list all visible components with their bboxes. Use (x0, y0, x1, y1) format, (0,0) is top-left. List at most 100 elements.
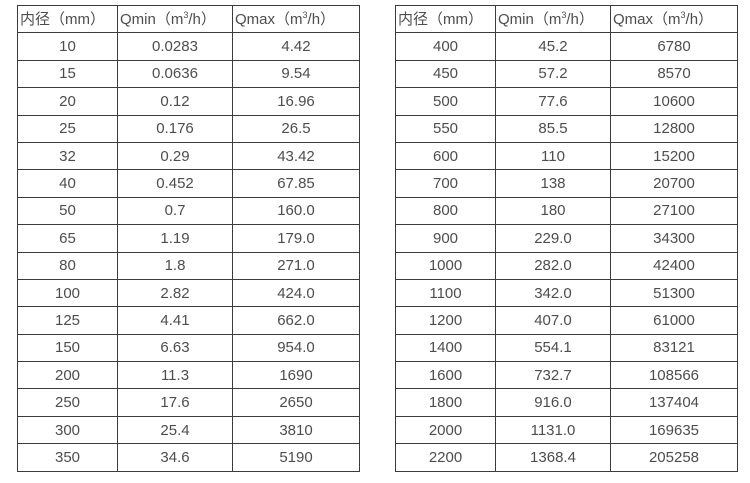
table-row: 100 2.82 424.0 (17, 278, 360, 308)
cell-qmax: 20700 (610, 169, 738, 198)
table-row: 500 77.6 10600 (395, 87, 738, 116)
cell-qmax: 137404 (610, 388, 738, 417)
cell-inner-diameter: 1800 (395, 388, 496, 417)
cell-qmax: 108566 (610, 361, 738, 390)
cell-qmin: 45.2 (495, 32, 611, 61)
cell-qmax: 160.0 (232, 196, 360, 226)
header-inner-diameter: 内径（mm） (17, 4, 118, 34)
superscript-3: 3 (561, 9, 567, 20)
header-qmin-text: Qmin（m (498, 10, 562, 28)
cell-inner-diameter: 300 (17, 415, 118, 445)
cell-inner-diameter: 900 (395, 224, 496, 253)
cell-qmax: 26.5 (232, 114, 360, 143)
table-row: 25 0.176 26.5 (17, 114, 360, 143)
cell-inner-diameter: 200 (17, 361, 118, 390)
cell-qmin: 282.0 (495, 251, 611, 280)
cell-qmin: 110 (495, 141, 611, 171)
header-qmax-text: Qmax（m (613, 10, 681, 28)
cell-inner-diameter: 1200 (395, 306, 496, 335)
cell-qmax: 51300 (610, 278, 738, 308)
cell-qmax: 67.85 (232, 169, 360, 198)
header-qmin-unit: /h） (188, 10, 216, 28)
cell-qmax: 1690 (232, 361, 360, 390)
cell-qmin: 0.12 (117, 87, 233, 116)
table-row: 250 17.6 2650 (17, 388, 360, 417)
superscript-3: 3 (302, 9, 308, 20)
cell-inner-diameter: 20 (17, 87, 118, 116)
cell-inner-diameter: 350 (17, 443, 118, 472)
table-row: 1600 732.7 108566 (395, 361, 738, 390)
cell-qmin: 138 (495, 169, 611, 198)
cell-inner-diameter: 800 (395, 196, 496, 226)
cell-inner-diameter: 1600 (395, 361, 496, 390)
cell-qmin: 229.0 (495, 224, 611, 253)
cell-inner-diameter: 25 (17, 114, 118, 143)
table-row: 200 11.3 1690 (17, 361, 360, 390)
cell-qmin: 916.0 (495, 388, 611, 417)
cell-qmax: 12800 (610, 114, 738, 143)
table-row: 20 0.12 16.96 (17, 87, 360, 116)
cell-qmin: 342.0 (495, 278, 611, 308)
cell-inner-diameter: 550 (395, 114, 496, 143)
cell-inner-diameter: 600 (395, 141, 496, 171)
cell-qmin: 1.19 (117, 224, 233, 253)
cell-qmin: 34.6 (117, 443, 233, 472)
superscript-3: 3 (183, 9, 189, 20)
flow-table-large-diameters: 内径（mm） Qmin（m3/h） Qmax（m3/h） 400 45.2 6780… (395, 4, 738, 472)
cell-inner-diameter: 1400 (395, 333, 496, 363)
table-row: 125 4.41 662.0 (17, 306, 360, 335)
table-header: 内径（mm） Qmin（m3/h） Qmax（m3/h） (395, 4, 738, 34)
cell-qmax: 61000 (610, 306, 738, 335)
cell-qmin: 0.176 (117, 114, 233, 143)
cell-qmin: 6.63 (117, 333, 233, 363)
cell-qmin: 1131.0 (495, 415, 611, 445)
cell-qmin: 1.8 (117, 251, 233, 280)
cell-qmax: 662.0 (232, 306, 360, 335)
cell-qmax: 424.0 (232, 278, 360, 308)
cell-inner-diameter: 40 (17, 169, 118, 198)
header-row: 内径（mm） Qmin（m3/h） Qmax（m3/h） (395, 4, 738, 34)
cell-qmin: 0.7 (117, 196, 233, 226)
table-body: 400 45.2 6780 450 57.2 8570 500 77.6 10600 550 85.… (395, 32, 738, 472)
cell-qmin: 85.5 (495, 114, 611, 143)
cell-qmax: 42400 (610, 251, 738, 280)
cell-qmin: 554.1 (495, 333, 611, 363)
superscript-3: 3 (680, 9, 686, 20)
table-row: 600 110 15200 (395, 141, 738, 171)
table-body: 10 0.0283 4.42 15 0.0636 9.54 20 0.12 16.96 25 0.1… (17, 32, 360, 472)
cell-inner-diameter: 15 (17, 59, 118, 89)
cell-qmax: 179.0 (232, 224, 360, 253)
table-row: 40 0.452 67.85 (17, 169, 360, 198)
cell-qmax: 83121 (610, 333, 738, 363)
header-qmax-unit: /h） (685, 10, 714, 28)
header-qmin: Qmin（m3/h） (495, 4, 611, 34)
table-row: 65 1.19 179.0 (17, 224, 360, 253)
cell-qmin: 77.6 (495, 87, 611, 116)
cell-qmin: 407.0 (495, 306, 611, 335)
table-row: 1200 407.0 61000 (395, 306, 738, 335)
table-row: 700 138 20700 (395, 169, 738, 198)
table-row: 2000 1131.0 169635 (395, 415, 738, 445)
table-row: 1000 282.0 42400 (395, 251, 738, 280)
cell-qmin: 732.7 (495, 361, 611, 390)
cell-inner-diameter: 700 (395, 169, 496, 198)
cell-inner-diameter: 250 (17, 388, 118, 417)
table-row: 1800 916.0 137404 (395, 388, 738, 417)
cell-inner-diameter: 80 (17, 251, 118, 280)
cell-inner-diameter: 125 (17, 306, 118, 335)
cell-qmax: 6780 (610, 32, 738, 61)
cell-qmin: 0.0283 (117, 32, 233, 61)
cell-qmax: 43.42 (232, 141, 360, 171)
cell-qmin: 2.82 (117, 278, 233, 308)
header-qmax-text: Qmax（m (235, 10, 303, 28)
flow-range-tables: 内径（mm） Qmin（m3/h） Qmax（m3/h） 10 0.0283 4.4… (17, 4, 738, 472)
cell-qmin: 0.0636 (117, 59, 233, 89)
table-row: 2200 1368.4 205258 (395, 443, 738, 472)
table-row: 450 57.2 8570 (395, 59, 738, 89)
table-row: 400 45.2 6780 (395, 32, 738, 61)
cell-qmax: 15200 (610, 141, 738, 171)
cell-inner-diameter: 500 (395, 87, 496, 116)
table-row: 550 85.5 12800 (395, 114, 738, 143)
cell-qmax: 3810 (232, 415, 360, 445)
cell-qmin: 11.3 (117, 361, 233, 390)
